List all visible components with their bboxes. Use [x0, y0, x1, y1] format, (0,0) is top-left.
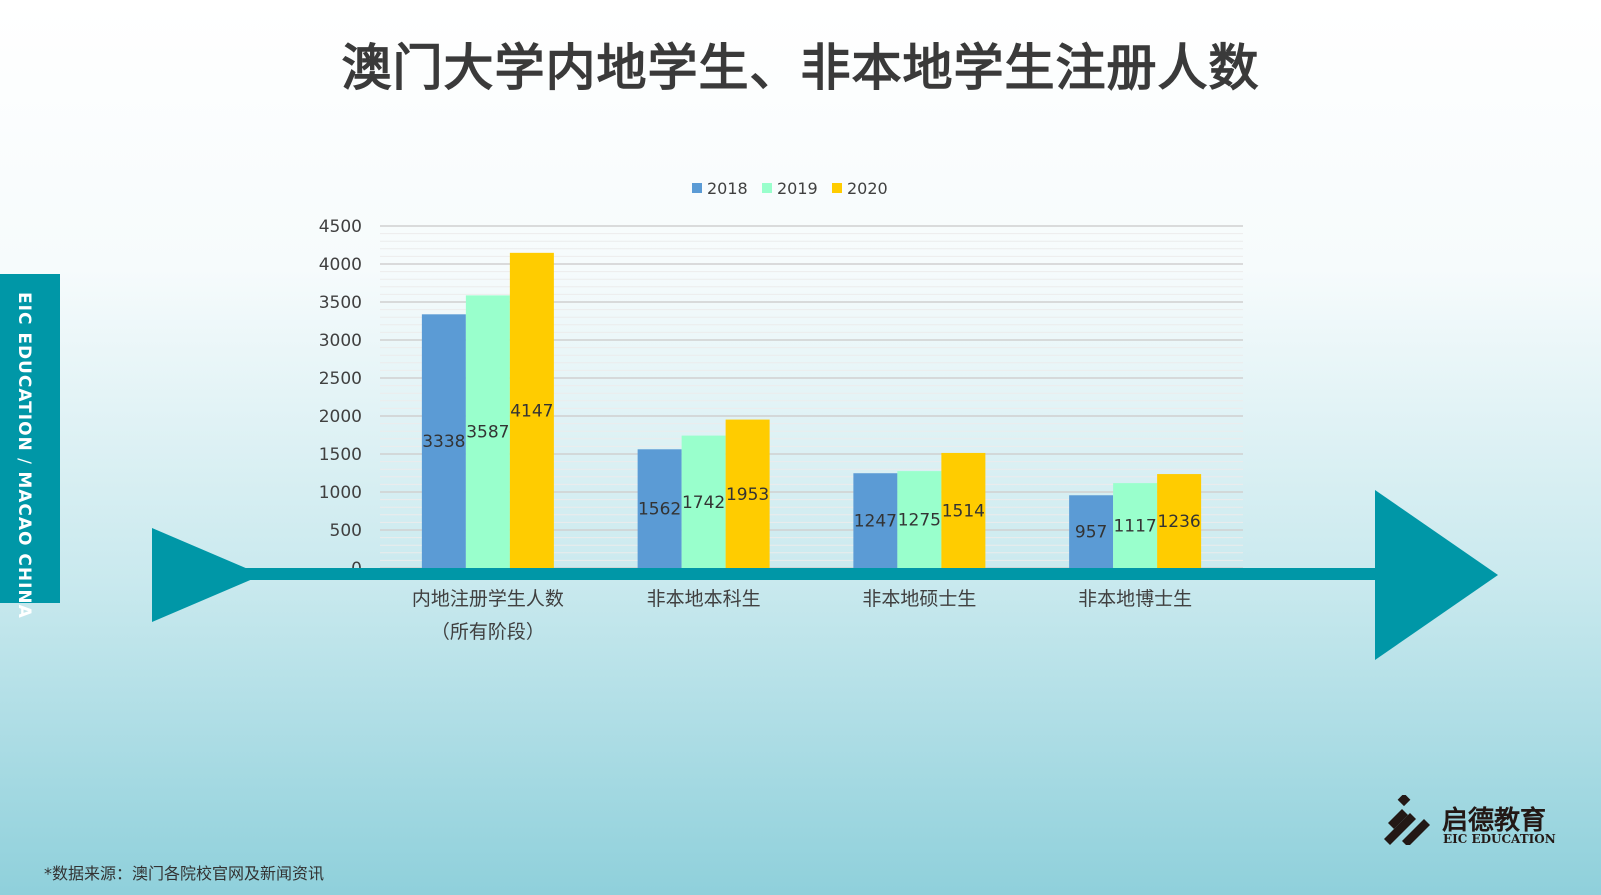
legend-label: 2019 — [777, 179, 818, 198]
data-label: 1953 — [726, 485, 769, 505]
brand-name: EIC EDUCATION — [14, 292, 34, 452]
legend-swatch-2019 — [762, 183, 772, 193]
bar-2020 — [1157, 474, 1202, 568]
legend-label: 2020 — [847, 179, 888, 198]
bar-2020 — [509, 252, 554, 568]
separator: / — [14, 451, 34, 472]
y-tick-label: 4500 — [319, 217, 362, 237]
data-label: 4147 — [510, 401, 553, 421]
bar-2019 — [465, 295, 510, 568]
data-source-note: *数据来源：澳门各院校官网及新闻资讯 — [44, 864, 325, 883]
brand-region: MACAO CHINA — [14, 471, 34, 619]
brand-sidebar-text: EIC EDUCATION / MACAO CHINA — [14, 292, 34, 619]
y-tick-label: 2500 — [319, 369, 362, 389]
arrow-tail-shape — [152, 528, 262, 622]
bar-2018 — [421, 314, 466, 568]
y-tick-label: 2000 — [319, 407, 362, 427]
data-label: 1514 — [942, 501, 985, 521]
y-tick-label: 3000 — [319, 331, 362, 351]
y-tick-label: 1000 — [319, 483, 362, 503]
bar-2018 — [637, 449, 682, 568]
data-label: 1562 — [638, 500, 681, 520]
x-tick-label: （所有阶段） — [431, 621, 545, 643]
bar-2020 — [941, 452, 986, 568]
data-label: 1742 — [682, 493, 725, 513]
data-label: 1275 — [898, 511, 941, 531]
brand-sidebar: EIC EDUCATION / MACAO CHINA — [0, 274, 60, 619]
bar-2018 — [853, 473, 898, 568]
y-tick-label: 1500 — [319, 445, 362, 465]
bar-2019 — [897, 471, 942, 568]
bar-2020 — [725, 419, 770, 568]
y-tick-label: 4000 — [319, 255, 362, 275]
y-tick-label: 3500 — [319, 293, 362, 313]
x-tick-label: 内地注册学生人数 — [412, 588, 564, 610]
bar-2018 — [1069, 495, 1114, 568]
chart-title: 澳门大学内地学生、非本地学生注册人数 — [341, 39, 1260, 97]
data-label: 1117 — [1113, 517, 1156, 537]
data-label: 957 — [1075, 523, 1107, 543]
logo-text-en: EIC EDUCATION — [1443, 832, 1556, 846]
arrow-shaft — [230, 568, 1390, 580]
data-label: 3338 — [422, 432, 465, 452]
x-tick-label: 非本地硕士生 — [862, 588, 976, 610]
x-tick-label: 非本地本科生 — [647, 588, 761, 610]
logo-text-cn: 启德教育 — [1442, 806, 1547, 836]
legend-swatch-2018 — [692, 183, 702, 193]
bar-2019 — [681, 435, 726, 568]
arrow-head-shape — [1375, 490, 1498, 660]
y-tick-label: 500 — [330, 521, 362, 541]
data-label: 1236 — [1157, 512, 1200, 532]
x-tick-label: 非本地博士生 — [1078, 588, 1192, 610]
legend-swatch-2020 — [832, 183, 842, 193]
legend-label: 2018 — [707, 179, 748, 198]
data-label: 3587 — [466, 423, 509, 443]
eic-logo-icon — [1384, 795, 1430, 845]
bar-2019 — [1113, 483, 1158, 568]
data-label: 1247 — [854, 512, 897, 532]
